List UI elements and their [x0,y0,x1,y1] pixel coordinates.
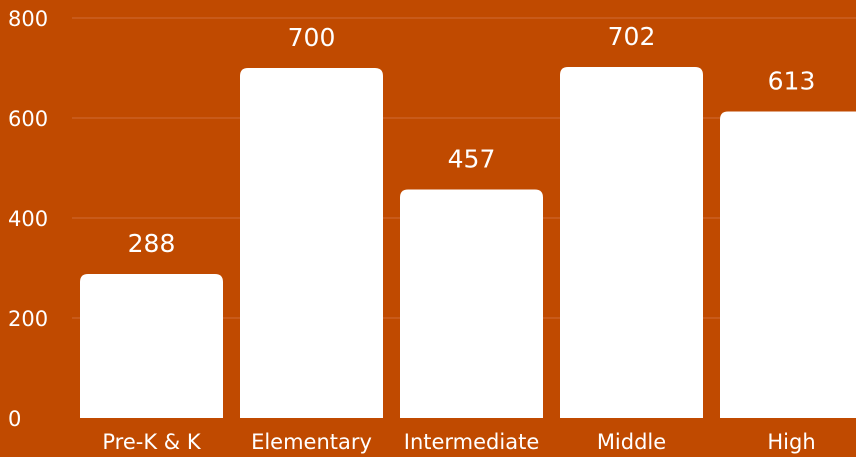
value-label-2: 457 [448,145,496,174]
y-tick-label: 400 [8,207,48,231]
x-axis-labels: Pre-K & K Elementary Intermediate Middle Hig… [102,430,815,454]
y-tick-label: 0 [8,407,21,431]
y-tick-label: 200 [8,307,48,331]
category-label-2: Intermediate [404,430,540,454]
y-axis-ticks: 0 200 400 600 800 [8,7,48,431]
y-tick-label: 600 [8,107,48,131]
value-label-4: 613 [768,67,816,96]
category-label-4: High [767,430,815,454]
bar-0 [80,274,223,418]
bar-4 [720,111,856,418]
bar-1 [240,68,383,418]
bar-3 [560,67,703,418]
value-label-1: 700 [288,23,336,52]
y-tick-label: 800 [8,7,48,31]
category-label-3: Middle [597,430,666,454]
category-label-0: Pre-K & K [102,430,201,454]
value-labels: 288 700 457 702 613 [128,22,816,258]
value-label-3: 702 [608,22,656,51]
value-label-0: 288 [128,229,176,258]
bar-2 [400,189,543,418]
bars [80,67,856,418]
category-label-1: Elementary [251,430,372,454]
